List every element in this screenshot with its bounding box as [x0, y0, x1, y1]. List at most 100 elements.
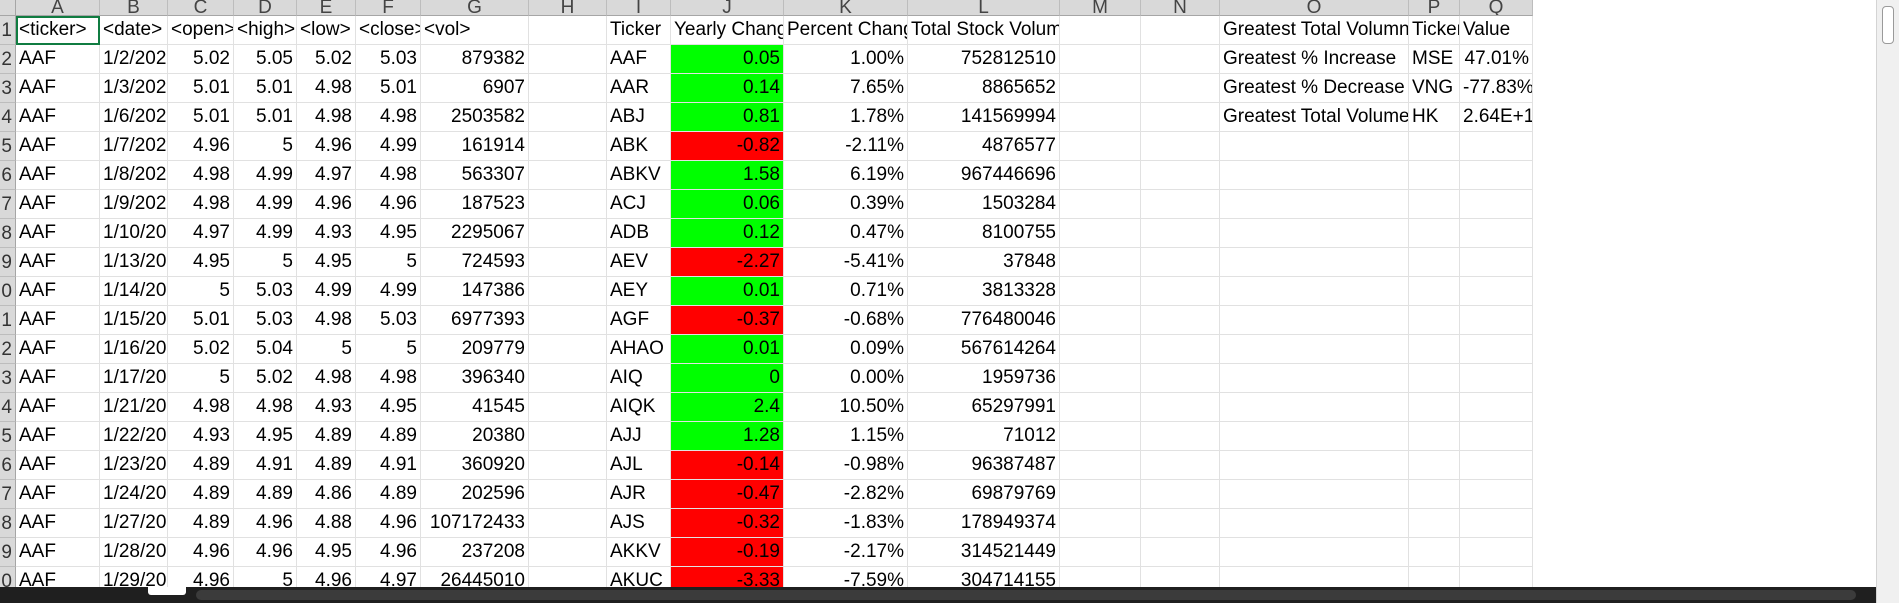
row-header[interactable]: 1: [0, 16, 16, 45]
cell[interactable]: AAF: [16, 306, 100, 335]
cell[interactable]: 3813328: [908, 277, 1060, 306]
cell[interactable]: Greatest Total Volume: [1220, 103, 1409, 132]
column-header-b[interactable]: B: [100, 0, 168, 16]
cell[interactable]: 5: [234, 248, 297, 277]
cell[interactable]: 4.89: [297, 451, 356, 480]
cell[interactable]: [1060, 190, 1141, 219]
cell[interactable]: [529, 538, 607, 567]
cell[interactable]: [1409, 393, 1460, 422]
cell[interactable]: 4.89: [168, 451, 234, 480]
cell[interactable]: [1141, 538, 1220, 567]
cell[interactable]: 4.98: [297, 74, 356, 103]
cell[interactable]: 4.96: [356, 509, 421, 538]
cell[interactable]: 4.98: [297, 364, 356, 393]
cell[interactable]: -2.11%: [784, 132, 908, 161]
cell[interactable]: 4.96: [297, 132, 356, 161]
cell[interactable]: 4.95: [297, 248, 356, 277]
cell[interactable]: 4.93: [297, 219, 356, 248]
header-cell[interactable]: Greatest Total Volumne: [1220, 16, 1409, 45]
cell[interactable]: 314521449: [908, 538, 1060, 567]
cell[interactable]: 4.95: [297, 538, 356, 567]
header-cell[interactable]: <vol>: [421, 16, 529, 45]
cell[interactable]: -0.68%: [784, 306, 908, 335]
cell[interactable]: 69879769: [908, 480, 1060, 509]
cell[interactable]: 209779: [421, 335, 529, 364]
cell[interactable]: 724593: [421, 248, 529, 277]
cell[interactable]: 1/6/2022: [100, 103, 168, 132]
select-all-corner[interactable]: [0, 0, 16, 16]
cell[interactable]: [1460, 248, 1533, 277]
cell[interactable]: [1060, 538, 1141, 567]
cell[interactable]: 8100755: [908, 219, 1060, 248]
cell[interactable]: [1060, 161, 1141, 190]
cell[interactable]: [1060, 132, 1141, 161]
cell[interactable]: [529, 248, 607, 277]
cell[interactable]: 178949374: [908, 509, 1060, 538]
cell[interactable]: AAF: [16, 190, 100, 219]
header-cell[interactable]: Percent Change: [784, 16, 908, 45]
cell[interactable]: AGF: [607, 306, 671, 335]
cell[interactable]: 0.01: [671, 335, 784, 364]
cell[interactable]: 7.65%: [784, 74, 908, 103]
cell[interactable]: 37848: [908, 248, 1060, 277]
cell[interactable]: 879382: [421, 45, 529, 74]
cell[interactable]: 4.89: [297, 422, 356, 451]
cell[interactable]: 1503284: [908, 190, 1060, 219]
cell[interactable]: 1/16/2022: [100, 335, 168, 364]
cell[interactable]: 4.91: [234, 451, 297, 480]
cell[interactable]: 1/10/2022: [100, 219, 168, 248]
cell[interactable]: 0.06: [671, 190, 784, 219]
cell[interactable]: AAF: [16, 248, 100, 277]
cell[interactable]: 5.01: [356, 74, 421, 103]
cell[interactable]: 5.01: [168, 74, 234, 103]
cell[interactable]: 0.12: [671, 219, 784, 248]
cell[interactable]: 360920: [421, 451, 529, 480]
cell[interactable]: 4.99: [356, 277, 421, 306]
cell[interactable]: [1220, 161, 1409, 190]
cell[interactable]: 4.89: [168, 480, 234, 509]
cell[interactable]: 2.64E+11: [1460, 103, 1533, 132]
cell[interactable]: 5.01: [168, 306, 234, 335]
cell[interactable]: 752812510: [908, 45, 1060, 74]
cell[interactable]: 20380: [421, 422, 529, 451]
cell[interactable]: 5.03: [234, 277, 297, 306]
cell[interactable]: 5: [356, 335, 421, 364]
cell[interactable]: [529, 219, 607, 248]
cell[interactable]: [1409, 190, 1460, 219]
cell[interactable]: [1460, 422, 1533, 451]
cell[interactable]: 1.28: [671, 422, 784, 451]
cell[interactable]: [1220, 480, 1409, 509]
cell[interactable]: 4.96: [168, 132, 234, 161]
cell[interactable]: AAF: [16, 74, 100, 103]
cell[interactable]: 5.03: [356, 306, 421, 335]
cell[interactable]: [1460, 393, 1533, 422]
cell[interactable]: [1409, 480, 1460, 509]
cell[interactable]: [1141, 248, 1220, 277]
cell[interactable]: 1/21/2022: [100, 393, 168, 422]
cell[interactable]: 237208: [421, 538, 529, 567]
header-cell[interactable]: <ticker>: [16, 16, 100, 45]
cell[interactable]: 10.50%: [784, 393, 908, 422]
column-header-m[interactable]: M: [1060, 0, 1141, 16]
cell[interactable]: [1460, 306, 1533, 335]
cell[interactable]: AAF: [16, 393, 100, 422]
cell[interactable]: VNG: [1409, 74, 1460, 103]
cell[interactable]: 5.02: [234, 364, 297, 393]
cell[interactable]: [1060, 335, 1141, 364]
horizontal-scrollbar[interactable]: [196, 590, 1856, 600]
cell[interactable]: 5: [168, 277, 234, 306]
header-cell[interactable]: Ticker: [1409, 16, 1460, 45]
cell[interactable]: [1409, 422, 1460, 451]
cell[interactable]: 4.96: [356, 190, 421, 219]
cell[interactable]: -0.82: [671, 132, 784, 161]
cell[interactable]: [1141, 509, 1220, 538]
sheet-tab[interactable]: [148, 587, 186, 595]
cell[interactable]: [1141, 451, 1220, 480]
cell[interactable]: -0.47: [671, 480, 784, 509]
cell[interactable]: [1141, 306, 1220, 335]
cell[interactable]: [529, 451, 607, 480]
cell[interactable]: AAF: [16, 335, 100, 364]
cell[interactable]: [1220, 451, 1409, 480]
column-header-e[interactable]: E: [297, 0, 356, 16]
row-header[interactable]: 9: [0, 538, 16, 567]
